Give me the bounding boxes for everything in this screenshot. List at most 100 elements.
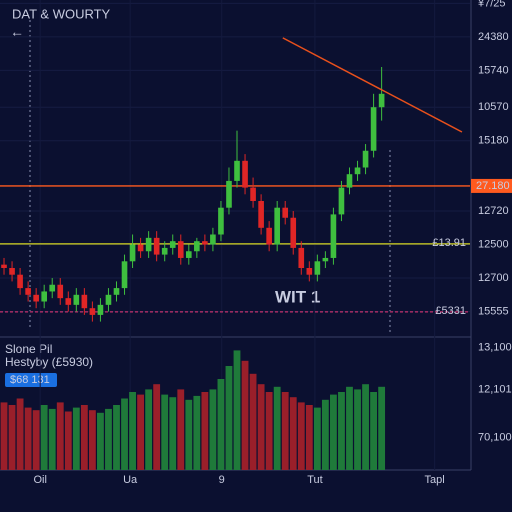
candle-body [274, 207, 280, 245]
price-level-label: £13.91 [432, 237, 466, 249]
candle-body [161, 247, 168, 255]
y-tick-label: 15555 [478, 305, 509, 317]
candle-body [218, 207, 224, 235]
annotation: WIT 1 [275, 287, 320, 306]
candle-body [330, 214, 337, 258]
price-level-label: £5331 [435, 305, 466, 317]
price-level-box [471, 178, 512, 193]
y-tick-label: 15180 [478, 135, 509, 147]
volume-bar [8, 405, 16, 470]
volume-bar [281, 392, 289, 470]
volume-bar [64, 411, 72, 470]
candle-body [49, 284, 56, 292]
volume-bar [177, 389, 185, 470]
x-tick-label: Tapl [425, 474, 445, 486]
volume-bar [193, 395, 201, 470]
volume-bar [233, 350, 241, 470]
candle-body [121, 261, 128, 289]
volume-bar [370, 392, 378, 470]
candle-body [65, 298, 72, 305]
candle-body [81, 294, 88, 309]
candle-body [226, 180, 232, 208]
volume-bar [129, 392, 136, 470]
volume-bar [88, 410, 96, 470]
volume-bar [105, 408, 112, 470]
candle-body [210, 234, 216, 245]
candle-body [185, 251, 192, 258]
candle-body [242, 160, 248, 188]
volume-bar [72, 407, 80, 470]
volume-bar [121, 398, 128, 470]
y-tick-label: 12500 [478, 238, 509, 250]
volume-bar [80, 405, 88, 470]
volume-bar [16, 398, 24, 470]
candle-body [177, 241, 184, 258]
x-tick-label: Tut [307, 474, 323, 486]
candle-body [137, 244, 144, 252]
candle-body [129, 244, 136, 262]
volume-bar [378, 386, 386, 470]
candle-body [234, 160, 240, 181]
candle-body [290, 217, 297, 248]
volume-bar [113, 405, 120, 470]
volume-bar [346, 386, 353, 470]
y-tick-label: 12700 [478, 272, 509, 284]
candle-body [169, 241, 176, 248]
candle-body [17, 274, 23, 289]
volume-bar [241, 360, 249, 470]
volume-bar [32, 410, 40, 470]
volume-bar [225, 366, 233, 470]
volume-badge: $68 131 [10, 374, 50, 386]
candle-body [346, 174, 353, 188]
candle-body [298, 247, 305, 268]
candle-body [33, 294, 39, 302]
volume-bar [56, 402, 64, 470]
candle-body [145, 237, 152, 252]
y-tick-label: 10570 [478, 101, 509, 113]
price-level-label: 27.180 [476, 180, 510, 192]
candle-body [113, 288, 120, 295]
candle-body [322, 257, 329, 262]
x-tick-label: 9 [219, 474, 225, 486]
y-tick-label: 12,101 [478, 383, 512, 395]
candle-body [105, 294, 112, 305]
candle-body [9, 268, 15, 275]
candle-body [250, 187, 256, 201]
volume-bar [153, 384, 161, 470]
x-tick-label: Oil [33, 474, 46, 486]
candle-body [282, 207, 289, 218]
candle-body [57, 284, 64, 299]
volume-bar [169, 397, 177, 470]
volume-bar [0, 402, 8, 470]
volume-bar [330, 394, 337, 470]
volume-bar [48, 408, 56, 470]
volume-bar [305, 405, 313, 470]
volume-bar [217, 379, 225, 470]
candle-body [97, 304, 104, 315]
candle-body [354, 167, 361, 175]
trendline [282, 37, 463, 133]
candle-body [338, 187, 345, 215]
volume-bar [145, 389, 153, 470]
candle-body [306, 268, 313, 275]
y-tick-label: 13,100 [478, 342, 512, 354]
y-tick-label: 15740 [478, 64, 509, 76]
candle-body [25, 288, 31, 295]
candle-body [258, 201, 264, 228]
candle-body [202, 241, 208, 245]
y-tick-label: 24380 [478, 31, 509, 43]
candle-body [73, 294, 80, 305]
volume-bar [273, 386, 281, 470]
volume-bar [249, 373, 257, 470]
candle-body [89, 308, 96, 315]
y-tick-label: 70,100 [478, 431, 512, 443]
candle-body [362, 150, 369, 168]
candle-body [370, 107, 377, 151]
back-arrow[interactable]: ← [10, 24, 24, 40]
volume-bar [209, 389, 217, 470]
volume-bar [265, 392, 273, 470]
volume-bar [185, 399, 193, 470]
volume-bar [338, 392, 345, 470]
